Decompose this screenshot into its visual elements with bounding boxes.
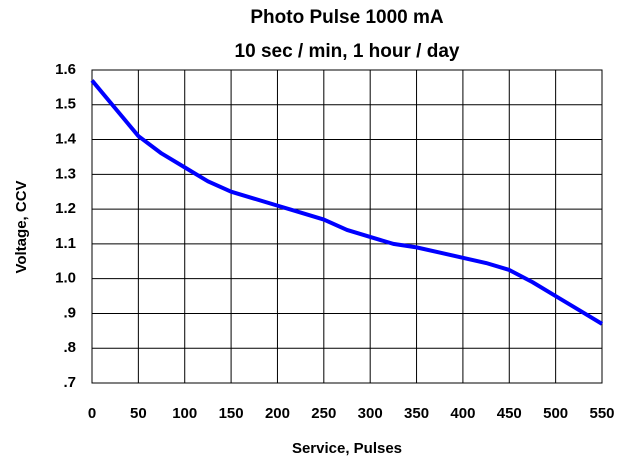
x-tick-label: 550 [589,405,614,422]
y-tick-label: 1.5 [55,96,76,113]
x-tick-label: 150 [219,405,244,422]
x-tick-label: 350 [404,405,429,422]
x-tick-label: 200 [265,405,290,422]
y-tick-label: .9 [63,304,76,321]
data-line [90,79,604,326]
x-tick-label: 500 [543,405,568,422]
x-axis-label: Service, Pulses [292,440,402,457]
x-tick-label: 0 [88,405,96,422]
x-tick-label: 250 [311,405,336,422]
chart-subtitle: 10 sec / min, 1 hour / day [235,41,460,62]
y-axis-label: Voltage, CCV [13,180,30,273]
x-tick-label: 50 [130,405,147,422]
y-tick-label: 1.1 [55,235,76,252]
y-tick-label: .8 [63,339,76,356]
plot-border [91,69,603,384]
x-tick-label: 100 [172,405,197,422]
y-tick-label: 1.3 [55,165,76,182]
y-tick-label: 1.2 [55,200,76,217]
x-tick-label: 450 [497,405,522,422]
x-tick-label: 400 [450,405,475,422]
y-tick-label: 1.4 [55,131,77,148]
chart-title: Photo Pulse 1000 mA [250,7,444,28]
y-tick-label: 1.6 [55,61,76,78]
y-tick-label: .7 [63,374,76,391]
y-tick-label: 1.0 [55,270,76,287]
x-tick-label: 300 [358,405,383,422]
